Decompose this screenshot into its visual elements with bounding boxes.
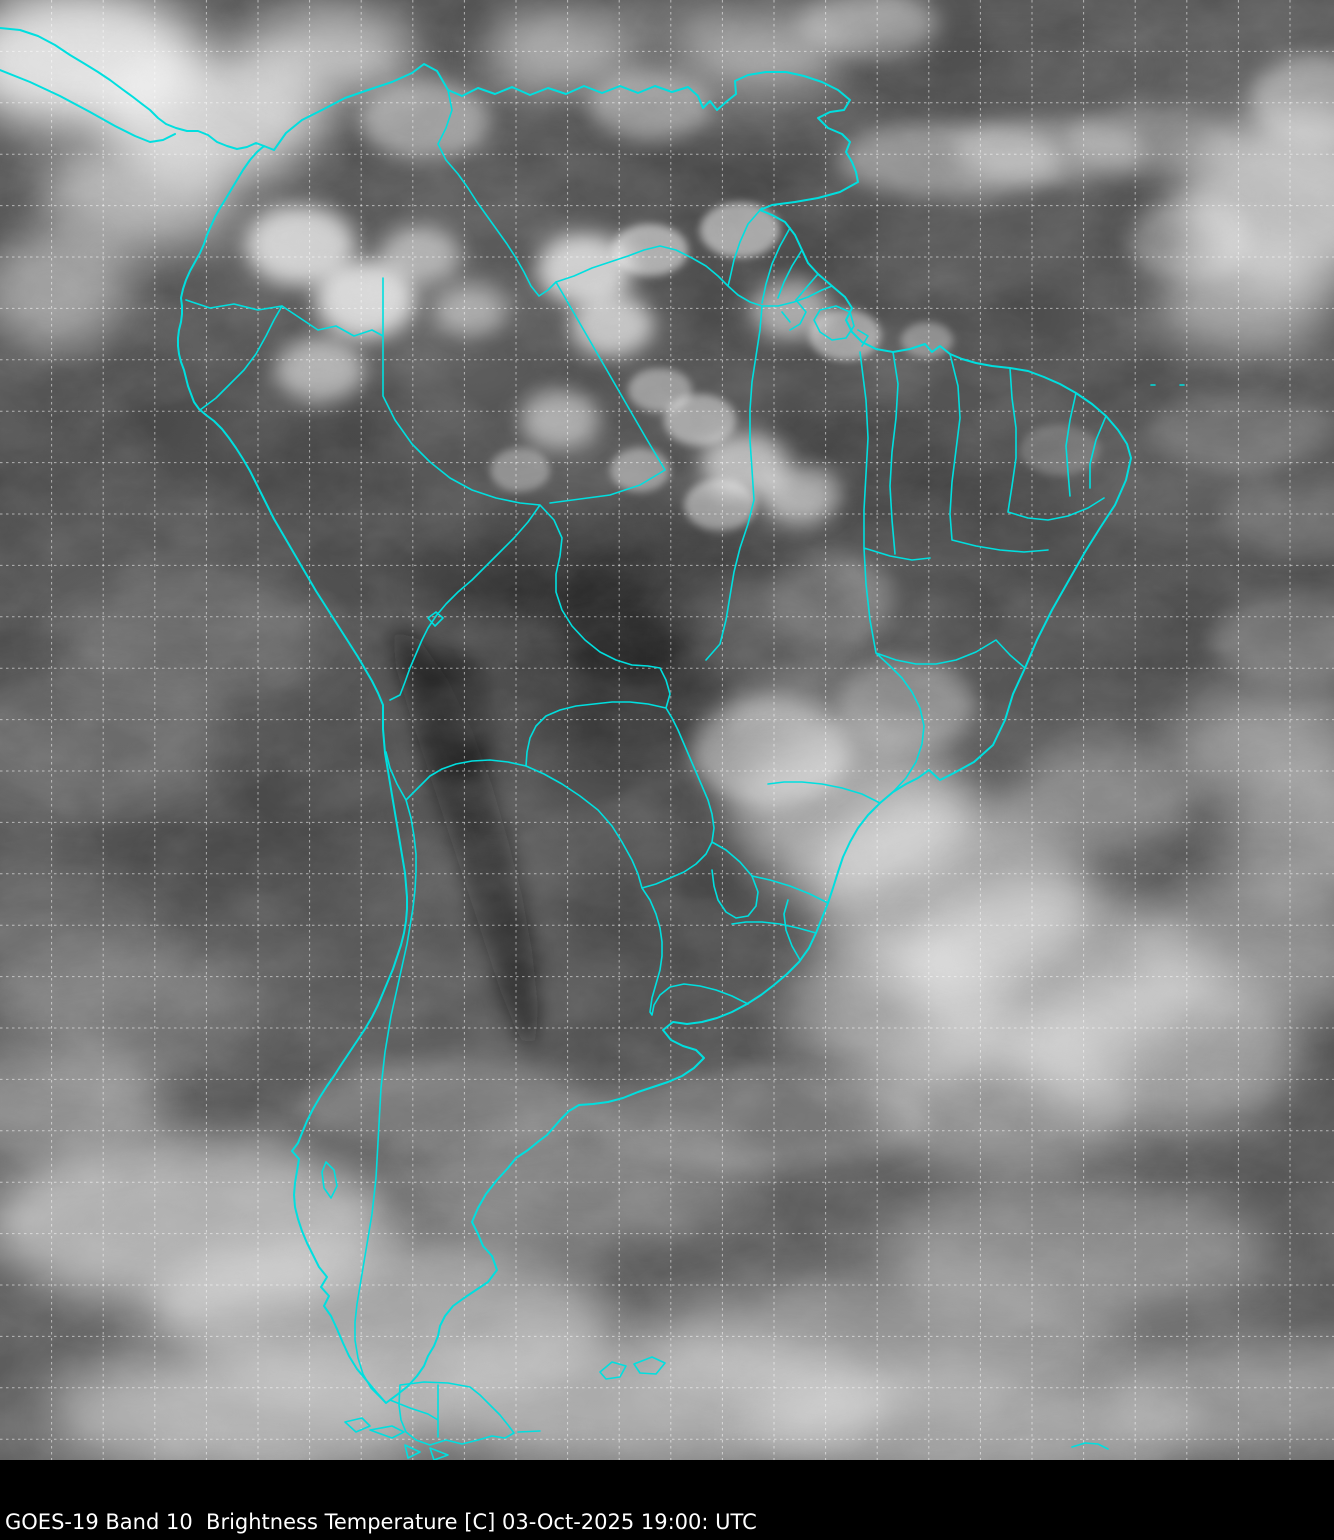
satellite-map	[0, 0, 1334, 1460]
latlon-grid-overlay	[0, 0, 1334, 1460]
coastline-south-america	[177, 63, 1132, 1404]
state-borders-brazil	[705, 299, 1107, 961]
caption-text: GOES-19 Band 10 Brightness Temperature […	[5, 1509, 757, 1534]
noise-texture-layer	[0, 0, 1334, 1460]
caption-bar: GOES-19 Band 10 Brightness Temperature […	[0, 1460, 1334, 1540]
coastline-central-america-pacific	[0, 69, 176, 143]
country-borders	[185, 89, 833, 1404]
coastline-central-america	[0, 27, 265, 150]
borders-overlay	[0, 27, 1185, 1460]
tierra-del-fuego-and-islands	[321, 1161, 1109, 1460]
satellite-map-svg	[0, 0, 1334, 1460]
